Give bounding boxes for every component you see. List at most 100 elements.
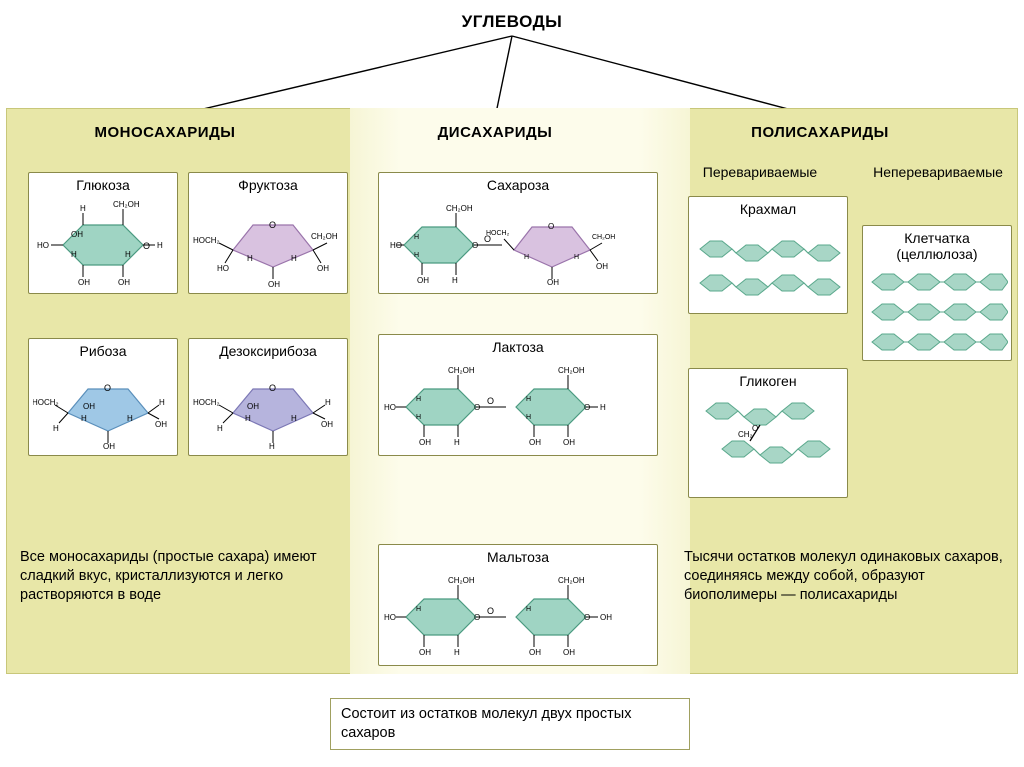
svg-text:H: H <box>416 606 421 613</box>
box-ribose: Рибоза O HOCH₂ OH H OH H HH OH <box>28 338 178 456</box>
svg-text:OH: OH <box>118 278 130 287</box>
svg-text:H: H <box>416 396 421 403</box>
svg-text:H: H <box>217 424 223 433</box>
structure-glycogen: CH₂ O <box>692 391 844 491</box>
svg-text:H: H <box>414 234 419 241</box>
svg-text:HO: HO <box>384 403 396 412</box>
label-ribose: Рибоза <box>29 343 177 361</box>
svg-text:H: H <box>416 414 421 421</box>
svg-text:OH: OH <box>529 438 541 447</box>
header-di: ДИСАХАРИДЫ <box>400 124 590 141</box>
svg-text:H: H <box>71 250 77 259</box>
svg-text:CH₂OH: CH₂OH <box>113 200 140 209</box>
svg-text:CH₂OH: CH₂OH <box>446 204 473 213</box>
svg-text:H: H <box>159 398 165 407</box>
header-mono: МОНОСАХАРИДЫ <box>60 124 270 141</box>
svg-text:HO: HO <box>37 241 49 250</box>
label-sucrose: Сахароза <box>379 177 657 195</box>
svg-text:H: H <box>526 606 531 613</box>
box-sucrose: Сахароза O CH₂OH HO OH H HH O O HOCH₂ CH… <box>378 172 658 294</box>
label-deoxyribose: Дезоксирибоза <box>189 343 347 361</box>
box-fructose: Фруктоза O HOCH₂ CH₂OH HO OH OH HH <box>188 172 348 294</box>
note-mono: Все моносахариды (простые сахара) имеют … <box>20 548 340 605</box>
svg-text:OH: OH <box>419 648 431 657</box>
svg-text:H: H <box>574 254 579 261</box>
label-glucose: Глюкоза <box>29 177 177 195</box>
svg-text:CH₂OH: CH₂OH <box>558 576 585 585</box>
svg-text:HOCH₂: HOCH₂ <box>193 236 220 245</box>
svg-text:OH: OH <box>103 442 115 449</box>
svg-text:H: H <box>524 254 529 261</box>
svg-text:OH: OH <box>563 438 575 447</box>
svg-text:O: O <box>269 220 276 230</box>
svg-text:H: H <box>245 414 251 423</box>
svg-text:OH: OH <box>247 402 259 411</box>
svg-text:HOCH₂: HOCH₂ <box>193 398 220 407</box>
structure-maltose: O CH₂OH HO OH H O O CH₂OH OH OH OH HH <box>384 567 652 659</box>
header-poly: ПОЛИСАХАРИДЫ <box>720 124 920 141</box>
svg-text:OH: OH <box>155 420 167 429</box>
svg-text:O: O <box>487 396 494 406</box>
svg-text:OH: OH <box>529 648 541 657</box>
box-maltose: Мальтоза O CH₂OH HO OH H O O CH₂OH OH OH… <box>378 544 658 666</box>
svg-text:CH₂OH: CH₂OH <box>448 576 475 585</box>
label-cellulose: Клетчатка (целлюлоза) <box>863 230 1011 264</box>
svg-text:H: H <box>127 414 133 423</box>
svg-text:H: H <box>526 414 531 421</box>
structure-ribose: O HOCH₂ OH H OH H HH OH <box>33 361 173 449</box>
svg-text:H: H <box>80 204 86 213</box>
svg-text:HOCH₂: HOCH₂ <box>33 398 59 407</box>
svg-text:O: O <box>143 241 150 251</box>
structure-deoxyribose: O HOCH₂ OH H H H HH OH <box>193 361 343 449</box>
structure-glucose: O CH₂OH H HO OH OH H HH OH <box>33 195 173 287</box>
svg-text:H: H <box>414 252 419 259</box>
svg-text:OH: OH <box>321 420 333 429</box>
svg-text:H: H <box>247 254 253 263</box>
note-poly: Тысячи остатков молекул одинаковых сахар… <box>684 548 1014 605</box>
svg-text:CH₂OH: CH₂OH <box>558 366 585 375</box>
label-lactose: Лактоза <box>379 339 657 357</box>
box-glycogen: Гликоген CH₂ O <box>688 368 848 498</box>
structure-cellulose <box>866 264 1008 354</box>
svg-text:H: H <box>157 241 163 250</box>
svg-text:HOCH₂: HOCH₂ <box>486 230 510 237</box>
svg-text:OH: OH <box>83 402 95 411</box>
svg-text:OH: OH <box>563 648 575 657</box>
structure-sucrose: O CH₂OH HO OH H HH O O HOCH₂ CH₂OH OH OH… <box>384 195 652 287</box>
svg-text:H: H <box>325 398 331 407</box>
svg-text:H: H <box>125 250 131 259</box>
structure-lactose: O CH₂OH HO OH H HH O O CH₂OH OH OH H HH <box>384 357 652 449</box>
svg-text:OH: OH <box>268 280 280 287</box>
label-maltose: Мальтоза <box>379 549 657 567</box>
svg-text:H: H <box>291 254 297 263</box>
svg-text:O: O <box>752 424 758 433</box>
svg-text:CH₂OH: CH₂OH <box>448 366 475 375</box>
svg-text:H: H <box>454 648 460 657</box>
svg-text:H: H <box>452 276 458 285</box>
svg-text:O: O <box>548 222 554 231</box>
box-lactose: Лактоза O CH₂OH HO OH H HH O O CH₂OH OH … <box>378 334 658 456</box>
svg-text:O: O <box>104 383 111 393</box>
box-starch: Крахмал <box>688 196 848 314</box>
svg-text:HO: HO <box>384 613 396 622</box>
subheader-nondigestible: Неперевариваемые <box>858 164 1018 180</box>
label-fructose: Фруктоза <box>189 177 347 195</box>
svg-text:CH₂OH: CH₂OH <box>311 232 338 241</box>
svg-text:OH: OH <box>71 230 83 239</box>
svg-text:H: H <box>53 424 59 433</box>
svg-text:H: H <box>526 396 531 403</box>
label-starch: Крахмал <box>689 201 847 219</box>
svg-text:OH: OH <box>600 613 612 622</box>
svg-text:OH: OH <box>417 276 429 285</box>
note-di: Состоит из остатков молекул двух простых… <box>330 698 690 750</box>
structure-fructose: O HOCH₂ CH₂OH HO OH OH HH <box>193 195 343 287</box>
svg-text:HO: HO <box>217 264 229 273</box>
box-deoxyribose: Дезоксирибоза O HOCH₂ OH H H H HH OH <box>188 338 348 456</box>
page-title: УГЛЕВОДЫ <box>0 0 1024 32</box>
svg-text:H: H <box>600 403 606 412</box>
svg-text:OH: OH <box>419 438 431 447</box>
svg-text:H: H <box>291 414 297 423</box>
box-glucose: Глюкоза O CH₂OH H HO OH OH H HH OH <box>28 172 178 294</box>
svg-text:O: O <box>487 606 494 616</box>
svg-text:H: H <box>454 438 460 447</box>
